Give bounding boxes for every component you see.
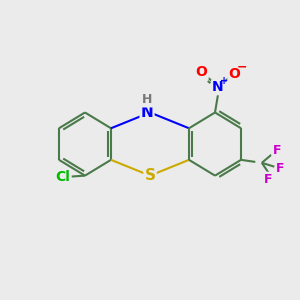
Text: H: H [142,94,152,106]
Text: F: F [263,173,272,186]
Text: S: S [145,168,155,183]
Text: N: N [212,80,224,94]
Text: +: + [220,76,229,86]
Text: −: − [237,61,247,74]
Text: Cl: Cl [55,170,70,184]
Text: O: O [196,65,208,79]
Text: O: O [228,67,240,81]
Text: F: F [276,162,284,175]
Text: N: N [141,105,153,120]
Text: F: F [272,144,281,157]
